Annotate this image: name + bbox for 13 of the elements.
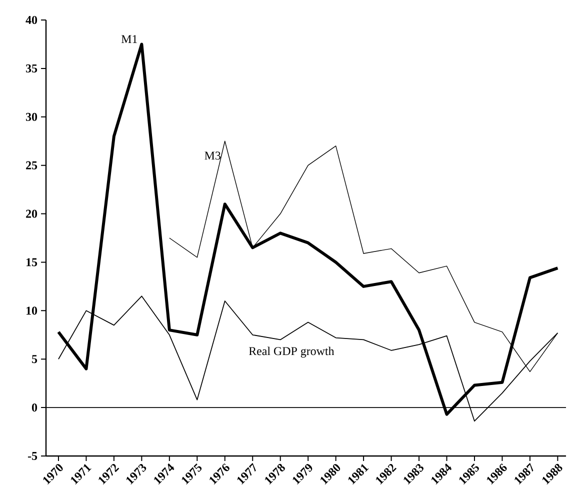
y-tick-label: 15	[26, 258, 38, 266]
y-tick-label: 0	[32, 404, 38, 412]
series-label: M1	[121, 35, 137, 44]
y-tick-label: 40	[26, 16, 38, 24]
y-tick-label: 5	[32, 355, 38, 364]
y-tick-label: 35	[26, 64, 38, 72]
y-tick-label: -5	[28, 452, 38, 460]
series-label: Real GDP growth	[248, 346, 334, 358]
y-tick-label: 10	[26, 306, 38, 315]
y-tick-label: 20	[26, 210, 38, 218]
y-tick-label: 30	[26, 112, 38, 121]
series-label: M3	[204, 152, 220, 160]
y-tick-label: 25	[26, 161, 38, 170]
